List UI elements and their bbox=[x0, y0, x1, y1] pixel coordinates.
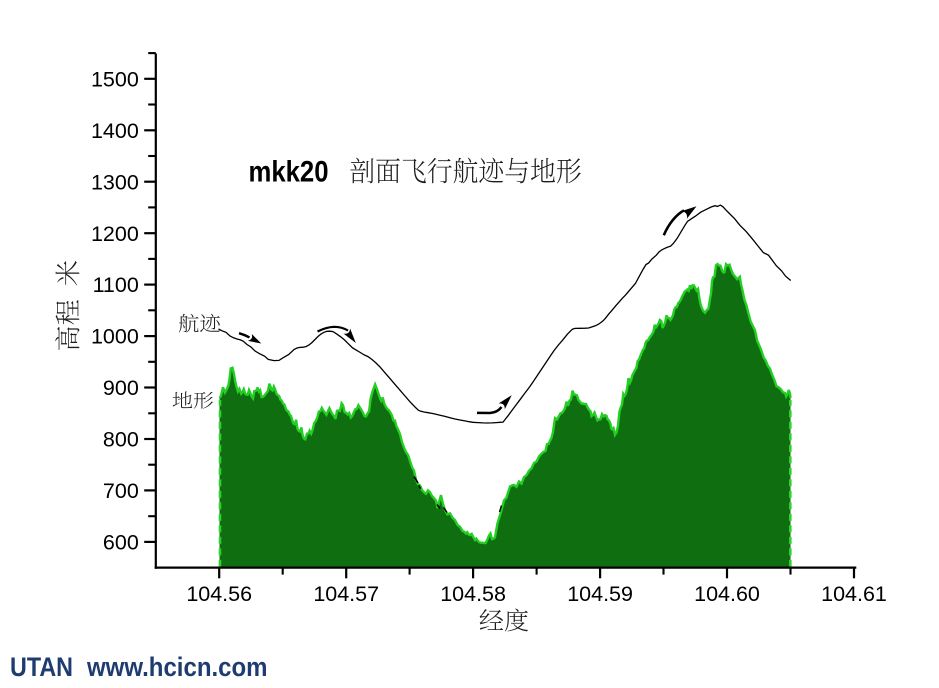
svg-text:1500: 1500 bbox=[91, 67, 139, 91]
svg-text:104.61: 104.61 bbox=[821, 582, 887, 606]
svg-text:1000: 1000 bbox=[91, 325, 139, 349]
svg-text:104.57: 104.57 bbox=[313, 582, 379, 606]
svg-text:www.hcicn.com: www.hcicn.com bbox=[86, 652, 267, 682]
svg-text:1400: 1400 bbox=[91, 119, 139, 143]
svg-text:104.56: 104.56 bbox=[186, 582, 252, 606]
svg-text:104.58: 104.58 bbox=[440, 582, 506, 606]
svg-text:900: 900 bbox=[103, 376, 139, 400]
svg-text:104.59: 104.59 bbox=[567, 582, 633, 606]
svg-text:1200: 1200 bbox=[91, 222, 139, 246]
svg-text:700: 700 bbox=[103, 479, 139, 503]
svg-text:800: 800 bbox=[103, 428, 139, 452]
svg-text:UTAN: UTAN bbox=[10, 652, 73, 682]
svg-text:1100: 1100 bbox=[93, 273, 139, 297]
svg-text:1300: 1300 bbox=[91, 170, 139, 194]
svg-text:600: 600 bbox=[103, 531, 139, 555]
svg-text:104.60: 104.60 bbox=[694, 582, 760, 606]
svg-text:mkk20: mkk20 bbox=[249, 156, 329, 189]
